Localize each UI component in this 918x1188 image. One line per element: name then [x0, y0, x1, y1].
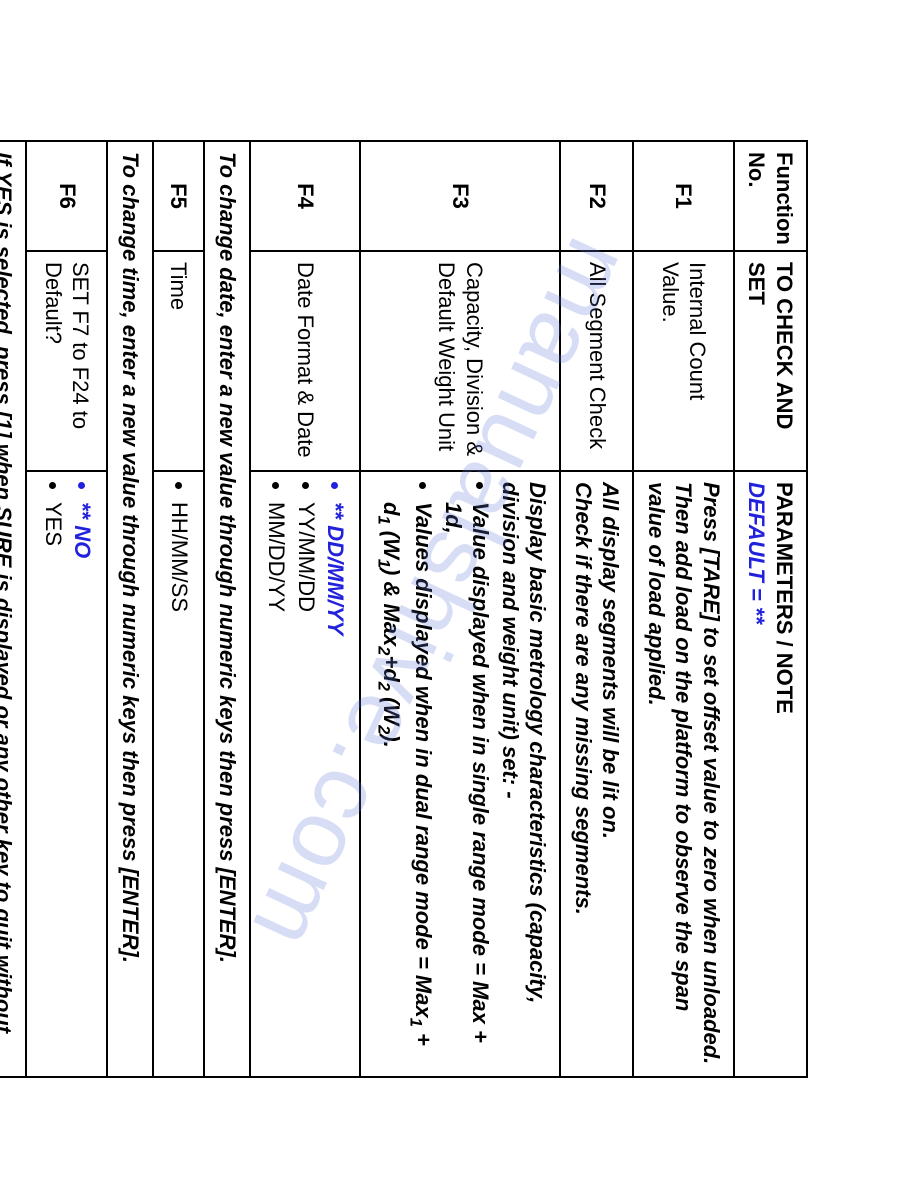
header-function-no: Function No. — [734, 141, 807, 251]
row-f2: F2 All Segment Check All display segment… — [561, 141, 634, 1077]
f5-bullet-1: HH/MM/SS — [164, 502, 194, 1066]
f4-param: ** DD/MM/YY YY/MM/DD MM/DD/YY — [250, 471, 361, 1077]
rotated-content: manualshive.com Function No. TO CHECK AN… — [0, 0, 918, 1188]
content-area: manualshive.com Function No. TO CHECK AN… — [0, 0, 918, 1188]
f5-bullets: HH/MM/SS — [164, 502, 194, 1066]
f4-bullets: ** DD/MM/YY YY/MM/DD MM/DD/YY — [261, 502, 350, 1066]
span-yes-text: If YES is selected, press [1] when SURE … — [0, 141, 26, 1077]
f6-bullets: ** NO YES — [37, 502, 96, 1066]
f4-check: Date Format & Date — [250, 251, 361, 471]
f1-fn: F1 — [634, 141, 735, 251]
f2-fn: F2 — [561, 141, 634, 251]
page: manualshive.com Function No. TO CHECK AN… — [0, 0, 918, 1188]
f3-param: Display basic metrology characteristics … — [360, 471, 560, 1077]
f4-bullet-3: MM/DD/YY — [261, 502, 291, 1066]
row-f4: F4 Date Format & Date ** DD/MM/YY YY/MM/… — [250, 141, 361, 1077]
f5-fn: F5 — [153, 141, 205, 251]
row-f3: F3 Capacity, Division & Default Weight U… — [360, 141, 560, 1077]
header-check-set: TO CHECK AND SET — [734, 251, 807, 471]
row-f1: F1 Internal Count Value. Press [TARE] to… — [634, 141, 735, 1077]
f3-check: Capacity, Division & Default Weight Unit — [360, 251, 560, 471]
header-row: Function No. TO CHECK AND SET PARAMETERS… — [734, 141, 807, 1077]
f2-param-line1: All display segments will be lit on. — [597, 482, 625, 1066]
f6-param: ** NO YES — [26, 471, 107, 1077]
f2-param-line2: Check if there are any missing segments. — [570, 482, 598, 1066]
header-default: DEFAULT = ** — [743, 482, 771, 1066]
f5-param: HH/MM/SS — [153, 471, 205, 1077]
f1-param: Press [TARE] to set offset value to zero… — [634, 471, 735, 1077]
row-f6: F6 SET F7 to F24 to Default? ** NO YES — [26, 141, 107, 1077]
row-span-time: To change time, enter a new value throug… — [107, 141, 153, 1077]
f3-bullet-1: Value displayed when in single range mod… — [438, 502, 495, 1066]
f6-bullet-2: YES — [37, 502, 67, 1066]
f4-bullet-1: ** DD/MM/YY — [320, 502, 350, 1066]
header-parameters: PARAMETERS / NOTE DEFAULT = ** — [734, 471, 807, 1077]
f6-check: SET F7 to F24 to Default? — [26, 251, 107, 471]
f4-fn: F4 — [250, 141, 361, 251]
f5-check: Time — [153, 251, 205, 471]
f3-fn: F3 — [360, 141, 560, 251]
row-span-date: To change date, enter a new value throug… — [204, 141, 250, 1077]
f3-bullets: Value displayed when in single range mod… — [371, 502, 494, 1066]
span-time-text: To change time, enter a new value throug… — [107, 141, 153, 1077]
span-date-text: To change date, enter a new value throug… — [204, 141, 250, 1077]
row-f5: F5 Time HH/MM/SS — [153, 141, 205, 1077]
header-parameters-title: PARAMETERS / NOTE — [771, 482, 799, 1066]
f4-bullet-2: YY/MM/DD — [290, 502, 320, 1066]
f1-check: Internal Count Value. — [634, 251, 735, 471]
function-table: Function No. TO CHECK AND SET PARAMETERS… — [0, 140, 808, 1078]
f6-fn: F6 — [26, 141, 107, 251]
f2-param: All display segments will be lit on. Che… — [561, 471, 634, 1077]
f6-bullet-1: ** NO — [67, 502, 97, 1066]
f3-bullet-2: Values displayed when in dual range mode… — [371, 502, 437, 1066]
f2-check: All Segment Check — [561, 251, 634, 471]
row-span-yes: If YES is selected, press [1] when SURE … — [0, 141, 26, 1077]
f3-intro: Display basic metrology characteristics … — [497, 482, 552, 1066]
